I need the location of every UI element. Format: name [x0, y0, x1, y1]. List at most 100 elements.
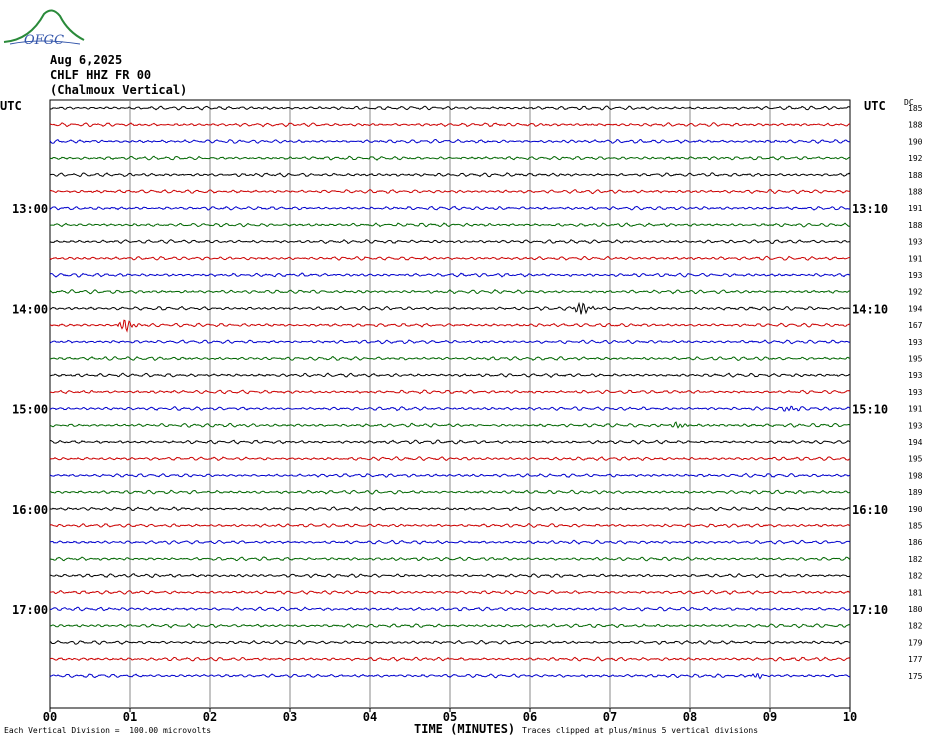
dc-offset-label: 189 — [908, 488, 923, 497]
station-label: CHLF HHZ FR 00 — [50, 68, 152, 82]
dc-offset-label: 193 — [908, 338, 923, 347]
trace-line — [49, 456, 851, 462]
trace-line — [49, 656, 851, 662]
dc-offset-label: 186 — [908, 538, 923, 547]
trace-line — [49, 421, 851, 429]
dc-offset-label: 194 — [908, 438, 923, 447]
clip-note: Traces clipped at plus/minus 5 vertical … — [522, 726, 759, 735]
vertical-division-note: Each Vertical Division = 100.00 microvol… — [4, 726, 212, 735]
trace-line — [49, 405, 851, 412]
time-label-left: 17:00 — [12, 603, 48, 617]
trace-line — [49, 189, 851, 195]
dc-offset-label: 193 — [908, 388, 923, 397]
dc-offset-label: 182 — [908, 572, 923, 581]
logo-text: OFGC — [24, 33, 64, 48]
trace-line — [49, 239, 851, 244]
dc-offset-label: 193 — [908, 238, 923, 247]
time-label-right: 14:10 — [852, 302, 888, 316]
dc-offset-label: 182 — [908, 555, 923, 564]
dc-offset-label: 181 — [908, 588, 923, 597]
time-label-left: 16:00 — [12, 503, 48, 517]
dc-offset-label: 194 — [908, 304, 923, 313]
time-label-right: 16:10 — [852, 503, 888, 517]
dc-offset-label: 193 — [908, 371, 923, 380]
trace-line — [49, 606, 851, 612]
trace-line — [49, 122, 851, 128]
trace-line — [49, 319, 851, 333]
trace-line — [49, 639, 851, 645]
trace-line — [49, 155, 851, 161]
trace-line — [49, 439, 851, 445]
trace-line — [49, 472, 851, 478]
time-label-right: 17:10 — [852, 603, 888, 617]
x-tick-label: 03 — [283, 710, 297, 724]
dc-offset-label: 192 — [908, 288, 923, 297]
x-tick-label: 09 — [763, 710, 777, 724]
x-tick-label: 01 — [123, 710, 137, 724]
trace-line — [49, 272, 851, 278]
time-label-right: 13:10 — [852, 202, 888, 216]
trace-line — [49, 289, 851, 295]
dc-offset-label: 195 — [908, 455, 923, 464]
dc-offset-label: 193 — [908, 421, 923, 430]
time-label-left: 14:00 — [12, 302, 48, 316]
dc-offset-label: 177 — [908, 655, 923, 664]
dc-offset-label: 195 — [908, 355, 923, 364]
trace-line — [49, 556, 851, 562]
dc-offset-label: 167 — [908, 321, 923, 330]
trace-line — [49, 301, 851, 315]
trace-line — [49, 138, 851, 145]
trace-line — [49, 355, 851, 362]
date-label: Aug 6,2025 — [50, 53, 123, 67]
dc-offset-label: 191 — [908, 254, 923, 263]
x-tick-label: 06 — [523, 710, 537, 724]
trace-line — [49, 522, 851, 528]
dc-offset-label: 188 — [908, 188, 923, 197]
dc-offset-label: 180 — [908, 605, 923, 614]
dc-offset-label: 188 — [908, 171, 923, 180]
trace-line — [49, 506, 851, 512]
dc-offset-label: 198 — [908, 471, 923, 480]
dc-offset-label: 182 — [908, 622, 923, 631]
dc-offset-label: 188 — [908, 121, 923, 130]
dc-label: DC — [904, 98, 914, 107]
trace-line — [49, 389, 851, 395]
dc-offset-label: 185 — [908, 522, 923, 531]
utc-right-label: UTC — [864, 99, 886, 113]
trace-line — [49, 539, 851, 545]
x-tick-label: 10 — [843, 710, 857, 724]
trace-line — [49, 589, 851, 596]
trace-line — [49, 205, 851, 211]
trace-line — [49, 673, 851, 680]
dc-offset-label: 191 — [908, 204, 923, 213]
x-tick-label: 00 — [43, 710, 57, 724]
trace-line — [49, 105, 851, 111]
dc-offset-label: 185 — [908, 104, 923, 113]
x-tick-label: 04 — [363, 710, 377, 724]
trace-line — [49, 489, 851, 495]
trace-line — [49, 623, 851, 629]
dc-offset-label: 193 — [908, 271, 923, 280]
trace-line — [49, 372, 851, 378]
time-label-right: 15:10 — [852, 403, 888, 417]
trace-line — [49, 339, 851, 345]
x-axis-label: TIME (MINUTES) — [414, 722, 516, 736]
x-tick-label: 05 — [443, 710, 457, 724]
dc-offset-label: 191 — [908, 405, 923, 414]
location-label: (Chalmoux Vertical) — [50, 83, 188, 97]
dc-offset-label: 190 — [908, 505, 923, 514]
x-tick-label: 08 — [683, 710, 697, 724]
time-label-left: 15:00 — [12, 403, 48, 417]
trace-line — [49, 222, 851, 228]
trace-line — [49, 255, 851, 261]
dc-offset-label: 192 — [908, 154, 923, 163]
dc-offset-label: 179 — [908, 638, 923, 647]
dc-offset-label: 190 — [908, 137, 923, 146]
time-label-left: 13:00 — [12, 202, 48, 216]
dc-offset-label: 175 — [908, 672, 923, 681]
dc-offset-label: 188 — [908, 221, 923, 230]
ofgc-logo: OFGC — [3, 9, 85, 48]
utc-left-label: UTC — [0, 99, 22, 113]
x-tick-label: 02 — [203, 710, 217, 724]
